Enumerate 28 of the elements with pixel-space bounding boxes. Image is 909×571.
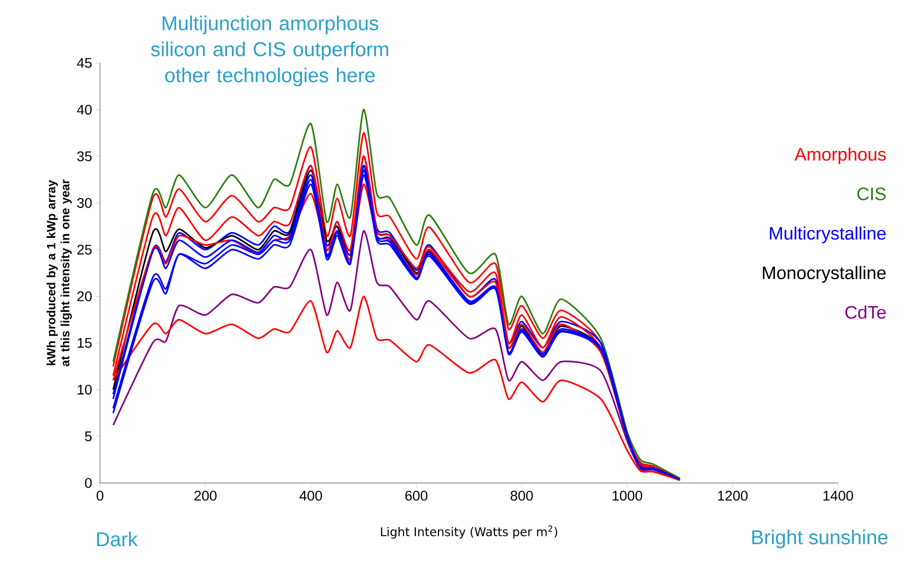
text: Dark [97,532,138,546]
y-tick-label: 0 [85,478,92,488]
y-tick-label: 35 [77,151,92,162]
x-tick-label: 400 [300,490,322,501]
x-tick-label: 1400 [824,490,854,501]
text: CdTe [845,306,886,319]
y-tick-label: 20 [77,291,92,302]
x-tick-label: 600 [405,490,428,501]
y-tick-label: 45 [76,58,92,68]
y-tick-label: 10 [78,384,92,395]
y-tick-label: 15 [78,338,92,348]
x-axis-title: Light Intensity (Watts per m$^{2}$) [380,526,558,539]
y-axis-title: kWh produced by a 1 kWp array at this light intensity in one year [46,179,72,366]
y-tick-label: 40 [76,104,92,115]
x-tick-label: 800 [510,490,533,501]
x-tick-label: 1000 [612,490,642,501]
y-tick-label: 25 [77,244,92,255]
x-tick-label: 200 [194,490,217,501]
x-tick-label: 1200 [718,490,748,501]
x-tick-label: 0 [96,490,104,501]
chart-title: Multijunction amorphous silicon and CIS outperform other technologies here [151,16,388,86]
y-tick-label: 5 [85,431,92,442]
text: Bright sunshine [752,530,888,548]
y-tick-label: 30 [77,198,92,208]
text: Amorphous [794,148,886,164]
text: CIS [857,187,886,200]
text: Monocrystalline [762,266,886,283]
text: Multicrystalline [770,226,886,244]
